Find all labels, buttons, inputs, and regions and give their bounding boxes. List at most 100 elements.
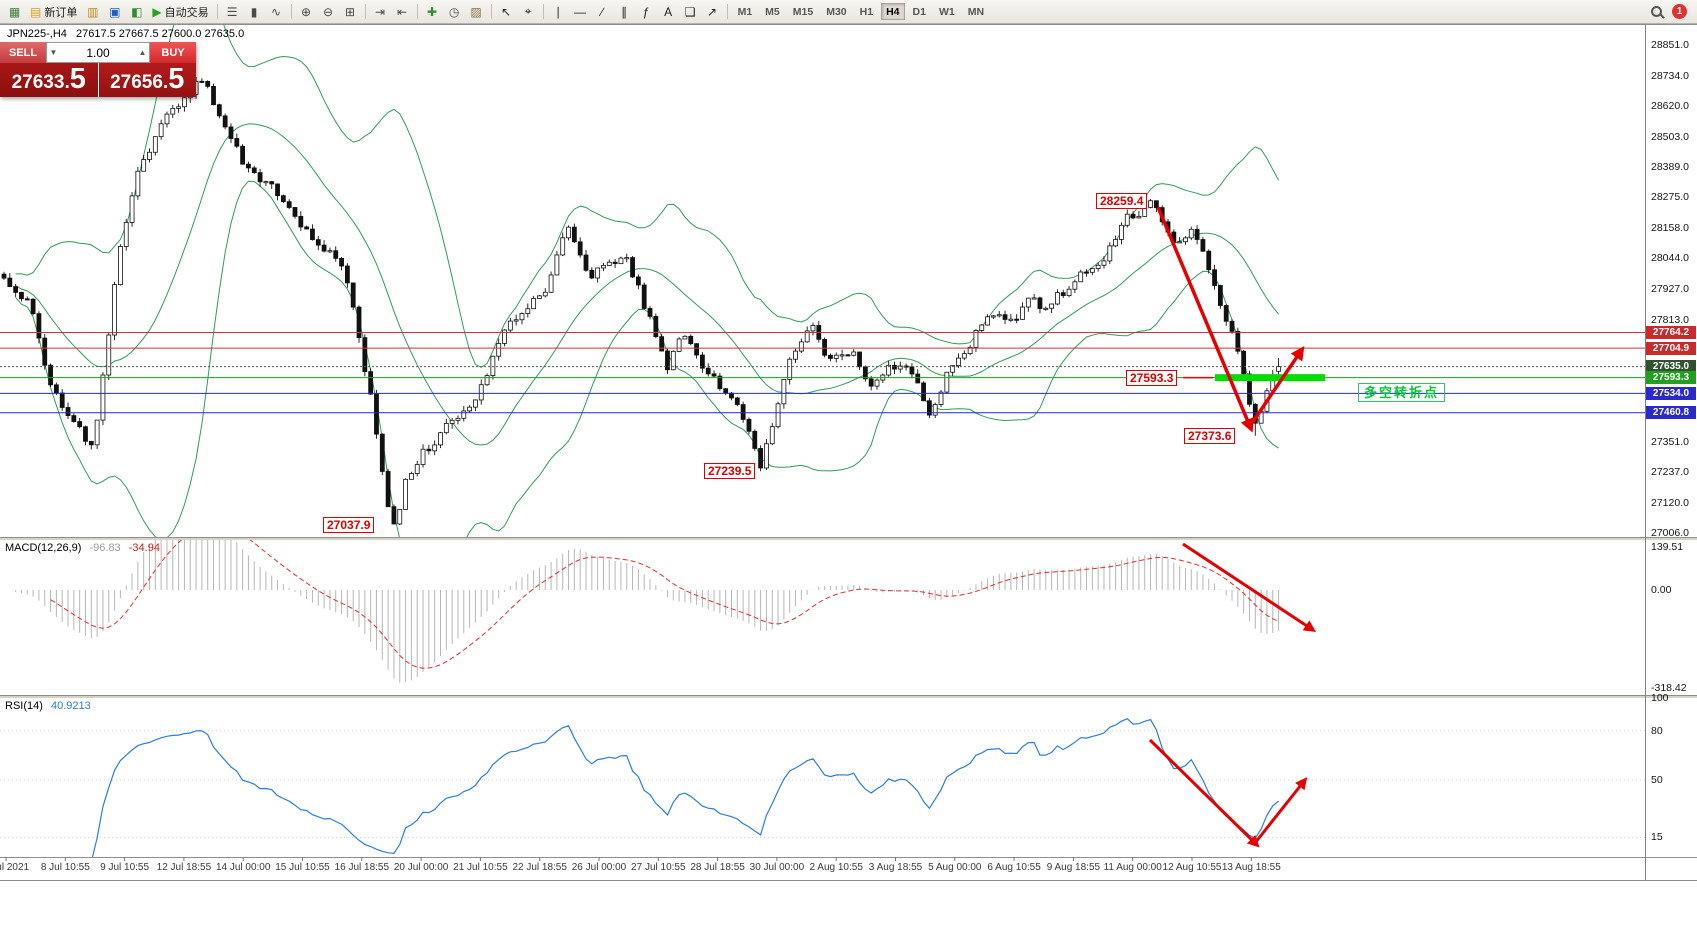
thick-green-level[interactable] xyxy=(1215,374,1325,382)
one-click-trading-panel: SELL ▼ ▲ BUY 27633.5 27656.5 xyxy=(0,42,196,97)
rsi-indicator-panel[interactable] xyxy=(0,717,1645,862)
trend-arrow[interactable] xyxy=(1156,206,1254,433)
macd-axis-label: -318.42 xyxy=(1651,681,1687,694)
price-axis-label: 27120.0 xyxy=(1651,496,1689,509)
main-price-panel[interactable] xyxy=(1,0,1281,585)
toolbar-buttons: ▦ ▤ 新订单 ▥ ▣ ◧ ▶ 自动交易 ☰ ▮ ∿ ⊕ ⊖ ⊞ ⇥ ⇤ ✚ ◷ ▨ ↖ ⌖ ∣ — ∕ ∥ ƒ A ❏ ↗ M1 M5 M1… xyxy=(4,2,990,22)
line-chart-icon: ∿ xyxy=(271,4,282,19)
arrows-tool-button[interactable]: ↗ xyxy=(702,2,723,22)
horizontal-line-icon: — xyxy=(574,4,587,19)
price-axis-tag: 27534.0 xyxy=(1646,386,1696,400)
buy-button[interactable]: BUY xyxy=(150,42,196,63)
time-axis-label: 8 Jul 10:55 xyxy=(40,862,90,873)
price-callout[interactable]: 27037.9 xyxy=(323,516,375,533)
trendline-icon: ∕ xyxy=(601,4,604,19)
horizontal-line-button[interactable]: — xyxy=(570,2,591,22)
rsi-trend-arrow[interactable] xyxy=(1253,777,1308,844)
notification-badge[interactable]: 1 xyxy=(1672,4,1687,19)
autotrading-icon: ▶ xyxy=(152,4,162,19)
line-chart-button[interactable]: ∿ xyxy=(266,2,287,22)
time-axis-label: 22 Jul 18:55 xyxy=(512,862,567,873)
trendline-button[interactable]: ∕ xyxy=(592,2,613,22)
turning-point-annotation[interactable]: 多空转折点 xyxy=(1358,383,1446,402)
cursor-button[interactable]: ↖ xyxy=(496,2,517,22)
rsi-axis-label: 15 xyxy=(1651,831,1663,844)
time-axis-label: 21 Jul 10:55 xyxy=(453,862,508,873)
vertical-line-icon: ∣ xyxy=(555,4,562,19)
indicators-list-icon: ✚ xyxy=(427,4,438,19)
volume-increase-icon[interactable]: ▲ xyxy=(138,48,147,57)
new-order-button[interactable]: ▤ 新订单 xyxy=(26,2,81,22)
zoom-out-button[interactable]: ⊖ xyxy=(318,2,339,22)
sell-price[interactable]: 27633. 5 xyxy=(0,63,98,97)
timeframe-w1[interactable]: W1 xyxy=(938,5,955,18)
volume-decrease-icon[interactable]: ▼ xyxy=(49,48,58,57)
buy-price[interactable]: 27656. 5 xyxy=(98,63,196,97)
text-label-icon: ❏ xyxy=(684,4,696,19)
time-axis-label: 14 Jul 00:00 xyxy=(215,862,271,873)
price-callout[interactable]: 27239.5 xyxy=(704,463,756,480)
price-callout[interactable]: 28259.4 xyxy=(1096,193,1148,210)
timeframe-h4[interactable]: H4 xyxy=(881,3,905,20)
sell-price-big-digit: 5 xyxy=(69,63,86,95)
templates-button[interactable]: ▨ xyxy=(466,2,487,22)
vertical-line-button[interactable]: ∣ xyxy=(548,2,569,22)
bar-chart-button[interactable]: ☰ xyxy=(222,2,243,22)
timeframe-m30[interactable]: M30 xyxy=(826,5,847,18)
price-callout[interactable]: 27373.6 xyxy=(1184,427,1236,444)
buy-price-big-digit: 5 xyxy=(168,63,185,95)
rsi-line xyxy=(91,717,1279,857)
market-watch-button[interactable]: ▣ xyxy=(104,2,125,22)
timeframe-m5[interactable]: M5 xyxy=(765,5,780,18)
price-axis-label: 28275.0 xyxy=(1651,191,1689,204)
price-axis-label: 28389.0 xyxy=(1651,161,1689,174)
search-icon[interactable] xyxy=(1651,6,1662,17)
timeframe-mn[interactable]: MN xyxy=(967,5,985,18)
time-axis-label: 26 Jul 00:00 xyxy=(571,862,627,873)
price-axis-tag: 27704.9 xyxy=(1646,341,1696,355)
time-axis-label: 2 Aug 10:55 xyxy=(809,862,863,873)
tile-windows-button[interactable]: ⊞ xyxy=(340,2,361,22)
trade-panel-prices: 27633. 5 27656. 5 xyxy=(0,63,196,97)
price-axis-tag: 27460.8 xyxy=(1646,406,1696,420)
timeframe-m15[interactable]: M15 xyxy=(792,5,814,18)
timeframe-d1[interactable]: D1 xyxy=(912,5,926,18)
autotrading-label: 自动交易 xyxy=(164,6,209,19)
text-label-button[interactable]: ❏ xyxy=(680,2,701,22)
price-callout[interactable]: 27593.3 xyxy=(1126,369,1178,386)
macd-indicator-panel[interactable] xyxy=(15,515,1280,683)
rsi-trend-arrow[interactable] xyxy=(1148,738,1260,848)
macd-trend-arrow[interactable] xyxy=(1182,542,1317,632)
price-axis-tag: 27635.0 xyxy=(1646,360,1696,374)
candlestick-chart-button[interactable]: ▮ xyxy=(244,2,265,22)
trend-arrow[interactable] xyxy=(1247,345,1305,429)
zoom-in-button[interactable]: ⊕ xyxy=(296,2,317,22)
timeframe-m1[interactable]: M1 xyxy=(737,5,753,18)
sell-button[interactable]: SELL xyxy=(0,42,46,63)
market-watch-icon: ▣ xyxy=(109,4,121,19)
equidistant-channel-button[interactable]: ∥ xyxy=(614,2,635,22)
volume-input[interactable] xyxy=(60,45,136,60)
new-chart-button[interactable]: ▦ xyxy=(4,2,25,22)
chart-profile-icon: ▥ xyxy=(87,4,99,19)
autotrading-button[interactable]: ▶ 自动交易 xyxy=(148,2,212,22)
time-axis-label: 27 Jul 10:55 xyxy=(631,862,686,873)
indicators-list-button[interactable]: ✚ xyxy=(422,2,443,22)
fibonacci-button[interactable]: ƒ xyxy=(636,2,657,22)
chart-shift-button[interactable]: ⇤ xyxy=(392,2,413,22)
volume-stepper[interactable]: ▼ ▲ xyxy=(46,42,150,63)
time-axis-label: 12 Aug 10:55 xyxy=(1162,862,1222,873)
navigator-button[interactable]: ◧ xyxy=(126,2,147,22)
rsi-axis-label: 80 xyxy=(1651,724,1663,737)
rsi-axis-label: 100 xyxy=(1651,692,1669,704)
text-button[interactable]: A xyxy=(658,2,679,22)
timeframe-h1[interactable]: H1 xyxy=(859,5,874,18)
price-axis-label: 28620.0 xyxy=(1651,100,1689,113)
periods-button[interactable]: ◷ xyxy=(444,2,465,22)
crosshair-button[interactable]: ⌖ xyxy=(518,2,539,22)
time-axis-label: 28 Jul 18:55 xyxy=(690,862,745,873)
time-axis-label: 9 Jul 10:55 xyxy=(100,862,150,873)
chart-profile-button[interactable]: ▥ xyxy=(82,2,103,22)
auto-scroll-button[interactable]: ⇥ xyxy=(370,2,391,22)
